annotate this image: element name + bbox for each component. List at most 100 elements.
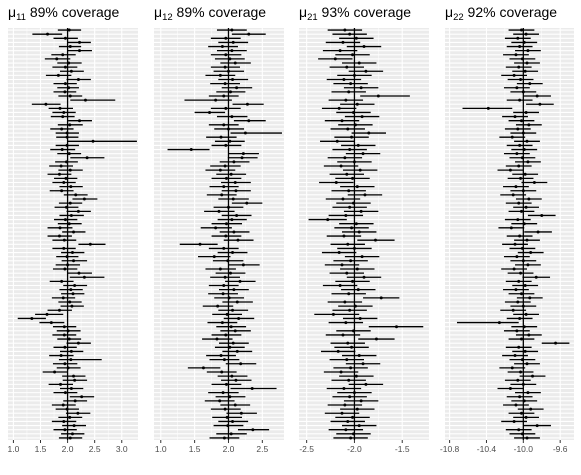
point-estimate — [512, 267, 516, 271]
point-estimate — [67, 28, 71, 32]
point-estimate — [519, 370, 523, 374]
x-tick-label: 3.0 — [116, 444, 128, 454]
point-estimate — [226, 424, 230, 428]
point-estimate — [237, 316, 241, 320]
point-estimate — [58, 106, 62, 110]
point-estimate — [526, 49, 530, 53]
point-estimate — [346, 242, 350, 246]
point-estimate — [534, 275, 538, 279]
point-estimate — [363, 193, 367, 197]
point-estimate — [74, 193, 78, 197]
point-estimate — [221, 391, 225, 395]
point-estimate — [66, 329, 70, 333]
point-estimate — [78, 119, 81, 123]
point-estimate — [345, 172, 349, 176]
point-estimate — [524, 415, 528, 419]
point-estimate — [61, 53, 65, 57]
point-estimate — [63, 82, 67, 86]
point-estimate — [361, 152, 365, 156]
point-estimate — [348, 205, 352, 209]
point-estimate — [218, 399, 222, 403]
panel-11: μ11 89% coverage 1.0 1.5 2.0 2.5 3.0 — [8, 4, 138, 454]
point-estimate — [374, 337, 378, 341]
point-estimate — [230, 218, 234, 222]
panel-background — [154, 28, 284, 440]
point-estimate — [522, 148, 526, 152]
point-estimate — [517, 428, 521, 432]
point-estimate — [88, 242, 92, 246]
point-estimate — [228, 345, 232, 349]
point-estimate — [356, 288, 360, 292]
point-estimate — [224, 382, 228, 386]
point-estimate — [540, 213, 544, 217]
point-estimate — [343, 28, 347, 32]
point-estimate — [349, 436, 353, 440]
point-estimate — [61, 403, 65, 407]
point-estimate — [72, 230, 76, 234]
point-estimate — [72, 259, 76, 263]
point-estimate — [515, 255, 519, 259]
point-estimate — [355, 185, 359, 189]
point-estimate — [239, 411, 243, 415]
point-estimate — [331, 312, 335, 316]
point-estimate — [228, 395, 232, 399]
point-estimate — [231, 78, 235, 81]
point-estimate — [63, 90, 67, 94]
point-estimate — [218, 168, 222, 172]
point-estimate — [70, 432, 74, 436]
point-estimate — [69, 185, 73, 189]
point-estimate — [338, 284, 342, 287]
point-estimate — [70, 304, 74, 308]
point-estimate — [362, 275, 366, 279]
point-estimate — [538, 102, 542, 106]
x-tick-label: 2.0 — [223, 444, 235, 454]
point-estimate — [62, 181, 66, 184]
point-estimate — [519, 292, 523, 296]
point-estimate — [351, 415, 355, 419]
point-estimate — [241, 263, 245, 267]
point-estimate — [359, 86, 363, 90]
point-estimate — [214, 226, 218, 230]
point-estimate — [63, 345, 67, 349]
point-estimate — [345, 271, 349, 275]
point-estimate — [516, 36, 520, 40]
point-estimate — [326, 218, 330, 222]
point-estimate — [351, 176, 355, 180]
point-estimate — [512, 73, 516, 77]
point-estimate — [343, 156, 347, 160]
point-estimate — [223, 407, 227, 411]
point-estimate — [344, 98, 348, 102]
point-estimate — [243, 131, 247, 135]
point-estimate — [354, 222, 358, 226]
point-estimate — [527, 197, 531, 201]
point-estimate — [554, 341, 558, 345]
point-estimate — [347, 378, 351, 382]
panel-background — [8, 28, 138, 440]
point-estimate — [223, 65, 227, 69]
point-estimate — [68, 300, 72, 304]
point-estimate — [360, 115, 364, 119]
point-estimate — [529, 251, 533, 255]
point-estimate — [44, 102, 48, 106]
point-estimate — [72, 374, 76, 378]
point-estimate — [212, 255, 216, 259]
point-estimate — [528, 296, 532, 300]
point-estimate — [536, 230, 540, 234]
point-estimate — [337, 106, 341, 110]
point-estimate — [229, 271, 233, 275]
point-estimate — [222, 358, 226, 362]
point-estimate — [519, 78, 523, 81]
point-estimate — [231, 308, 235, 312]
point-estimate — [355, 102, 359, 106]
point-estimate — [520, 156, 524, 160]
point-estimate — [60, 279, 64, 283]
point-estimate — [76, 411, 80, 415]
point-estimate — [230, 49, 234, 53]
point-estimate — [224, 36, 228, 40]
point-estimate — [63, 65, 67, 69]
point-estimate — [359, 209, 363, 213]
point-estimate — [226, 69, 230, 73]
point-estimate — [524, 312, 528, 316]
point-estimate — [337, 251, 341, 255]
